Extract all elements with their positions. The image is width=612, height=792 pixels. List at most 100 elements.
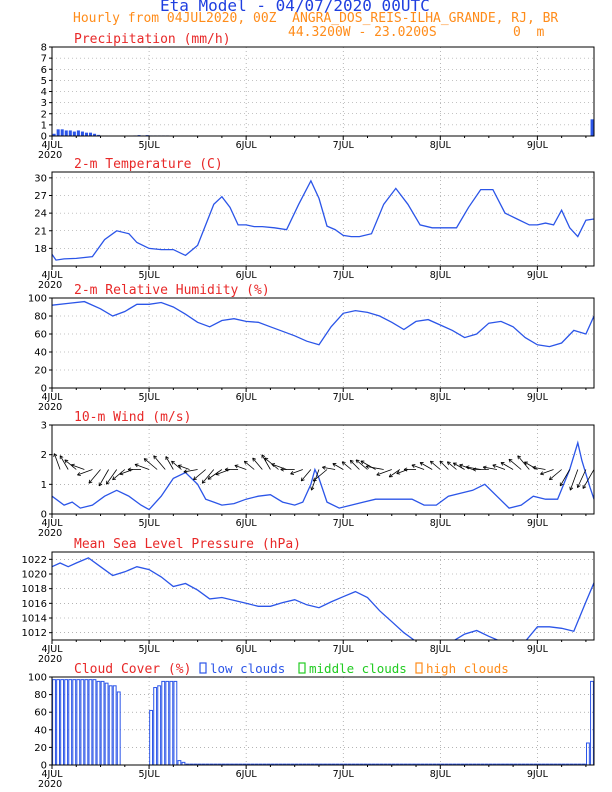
x-tick-label: 5JUL	[139, 140, 161, 151]
y-tick-label: 5	[41, 76, 47, 87]
x-year-label: 2020	[38, 528, 62, 539]
x-tick-label: 5JUL	[139, 392, 161, 403]
wind-vector	[388, 469, 401, 478]
x-tick-label: 5JUL	[139, 270, 161, 281]
precip-bar	[93, 133, 97, 136]
cloud-bar-low	[153, 687, 158, 766]
x-tick-label: 6JUL	[236, 518, 258, 529]
x-year-label: 2020	[38, 150, 62, 161]
y-tick-label: 21	[34, 226, 47, 237]
wind-vector	[569, 469, 579, 491]
wind-vector	[540, 469, 554, 475]
rh-series-line	[52, 300, 594, 348]
wind-panel: 0 1 2 3 4JUL 5JUL 6JUL 7JUL 8JUL 9JUL 2020 10-m Win…	[38, 410, 595, 539]
y-tick-label: 0	[41, 384, 47, 395]
cloud-bar-low	[96, 680, 101, 766]
cloud-bar-low	[72, 679, 77, 766]
y-tick-label: 80	[34, 690, 47, 701]
wind-vector-head	[360, 460, 365, 465]
legend-label: high clouds	[426, 661, 509, 676]
precip-bar	[80, 131, 84, 136]
y-tick-label: 40	[34, 348, 47, 359]
x-tick-label: 6JUL	[236, 392, 258, 403]
x-tick-label: 4JUL	[41, 644, 63, 655]
wind-vector-head	[171, 460, 175, 465]
location-coordinates: 44.3200W - 23.0200S	[288, 25, 437, 40]
cloud-bar-low	[64, 679, 69, 766]
wind-vector	[271, 463, 287, 470]
precip-bar	[64, 130, 68, 136]
wind-vector-head	[569, 486, 574, 491]
wind-vector-head	[234, 464, 239, 469]
wind-vector-head	[355, 459, 360, 464]
cloud-bar-low	[116, 691, 121, 766]
wind-vector-head	[64, 459, 69, 464]
wind-vector-head	[459, 463, 464, 468]
y-tick-label: 6	[41, 65, 47, 76]
wind-vector	[106, 469, 118, 485]
wind-vector	[376, 469, 392, 476]
x-tick-label: 7JUL	[333, 392, 355, 403]
wind-vector-head	[482, 465, 487, 470]
wind-vector-head	[332, 463, 337, 467]
wind-vector-head	[271, 463, 276, 467]
x-tick-label: 8JUL	[430, 644, 452, 655]
x-tick-label: 8JUL	[430, 270, 452, 281]
x-tick-label: 9JUL	[527, 140, 549, 151]
wind-vector	[349, 460, 360, 470]
wind-vector-head	[119, 471, 124, 476]
wind-vector	[64, 459, 77, 470]
y-tick-label: 3	[41, 98, 47, 109]
wind-vector	[153, 455, 166, 470]
chart-subtitle: Hourly from 04JUL2020, 00Z ANGRA_DOS_REI…	[73, 11, 559, 26]
wind-vector-head	[177, 464, 182, 469]
wind-vector	[143, 458, 158, 470]
wind-vector	[119, 469, 134, 475]
wind-vector-head	[193, 476, 197, 481]
x-tick-label: 7JUL	[333, 644, 355, 655]
x-tick-label: 8JUL	[430, 518, 452, 529]
wind-vector-head	[59, 455, 64, 460]
wind-vector	[134, 463, 150, 470]
precip-bar	[68, 130, 72, 136]
precip-bar	[56, 129, 60, 136]
y-tick-label: 2	[41, 450, 47, 461]
cloud-bar-low	[104, 682, 109, 766]
cloud-bar-low	[169, 680, 174, 766]
wind-vector-head	[388, 473, 393, 478]
mslp-panel: 1012 1014 1016 1018 1020 1022 4JUL 5JUL 6JUL 7JUL…	[22, 537, 595, 665]
x-tick-label: 7JUL	[333, 518, 355, 529]
wind-vector-head	[77, 472, 81, 476]
y-tick-label: 20	[34, 743, 47, 754]
wind-vector-head	[207, 475, 212, 480]
precip-bar	[60, 129, 64, 136]
wind-frame	[51, 424, 595, 515]
wind-vector-head	[376, 472, 381, 476]
wind-series-line	[52, 440, 594, 511]
x-tick-label: 8JUL	[430, 769, 452, 780]
wind-vector	[447, 461, 457, 470]
wind-vector-head	[549, 476, 553, 481]
y-tick-label: 20	[34, 366, 47, 377]
wind-vector-head	[524, 461, 528, 466]
wind-vector	[453, 462, 465, 470]
wind-vector	[411, 464, 425, 470]
cloud-bar-low	[112, 685, 117, 766]
cloud-bar-low	[149, 709, 154, 766]
mslp-frame	[51, 551, 595, 641]
mslp-series-line	[52, 557, 594, 640]
wind-vector-head	[215, 471, 220, 476]
wind-title: 10-m Wind (m/s)	[74, 410, 191, 425]
wind-vector-head	[341, 461, 346, 466]
x-tick-label: 8JUL	[430, 140, 452, 151]
wind-vector	[492, 464, 506, 470]
precip-bar	[52, 133, 56, 136]
precip-bar	[84, 132, 89, 136]
y-tick-label: 4	[41, 87, 47, 98]
location-elevation: 0 m	[513, 25, 545, 40]
y-tick-label: 80	[34, 312, 47, 323]
y-tick-label: 100	[28, 294, 47, 305]
y-tick-label: 24	[34, 209, 47, 220]
